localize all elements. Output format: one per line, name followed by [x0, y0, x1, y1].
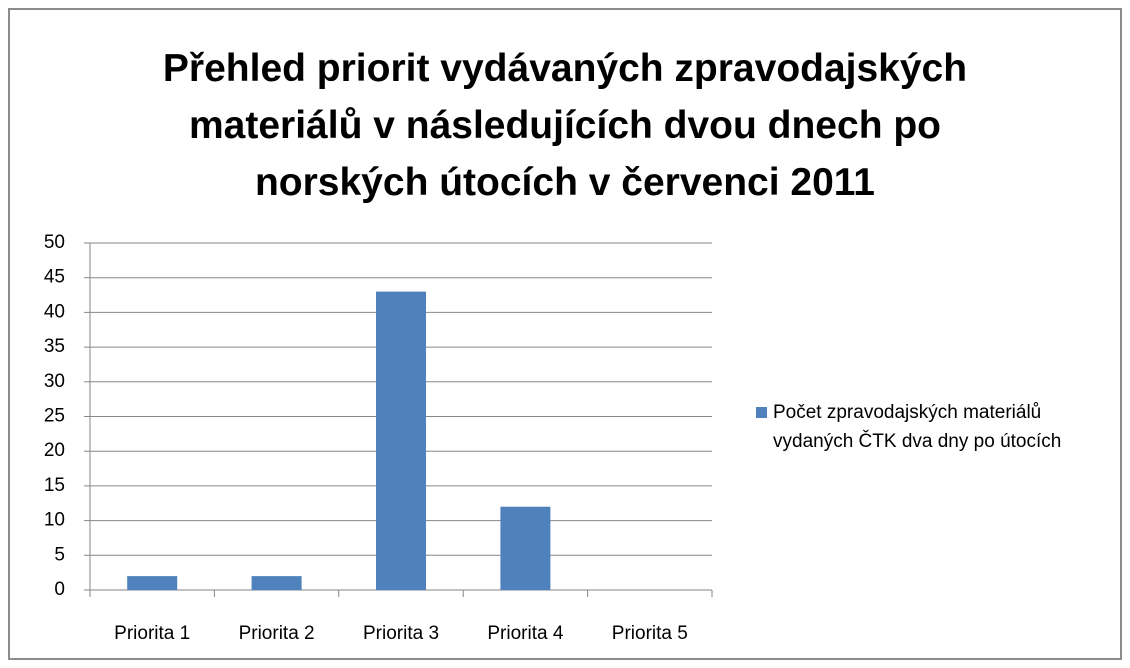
legend-swatch [756, 407, 767, 418]
x-tick-label: Priorita 3 [363, 623, 439, 644]
bar [251, 576, 302, 590]
y-tick-label: 15 [44, 475, 65, 496]
y-tick-label: 10 [44, 510, 65, 531]
x-tick-label: Priorita 5 [612, 623, 688, 644]
x-tick-label: Priorita 4 [487, 623, 563, 644]
y-tick-label: 25 [44, 406, 65, 427]
y-tick-label: 20 [44, 440, 65, 461]
chart-title: Přehled priorit vydávaných zpravodajskýc… [162, 47, 968, 204]
x-tick-label: Priorita 1 [114, 623, 190, 644]
y-tick-label: 30 [44, 371, 65, 392]
x-tick-label: Priorita 2 [239, 623, 315, 644]
bar [376, 291, 426, 590]
y-tick-label: 5 [54, 544, 65, 565]
chart-frame [8, 8, 1122, 660]
bar [127, 576, 178, 590]
y-tick-label: 50 [44, 232, 65, 253]
legend: Počet zpravodajských materiálů vydaných … [756, 398, 1126, 456]
y-tick-label: 0 [54, 579, 65, 600]
y-tick-label: 35 [44, 336, 65, 357]
bar [500, 506, 551, 590]
y-tick-label: 45 [44, 267, 65, 288]
y-tick-label: 40 [44, 301, 65, 322]
legend-label: Počet zpravodajských materiálů vydaných … [773, 402, 1062, 452]
